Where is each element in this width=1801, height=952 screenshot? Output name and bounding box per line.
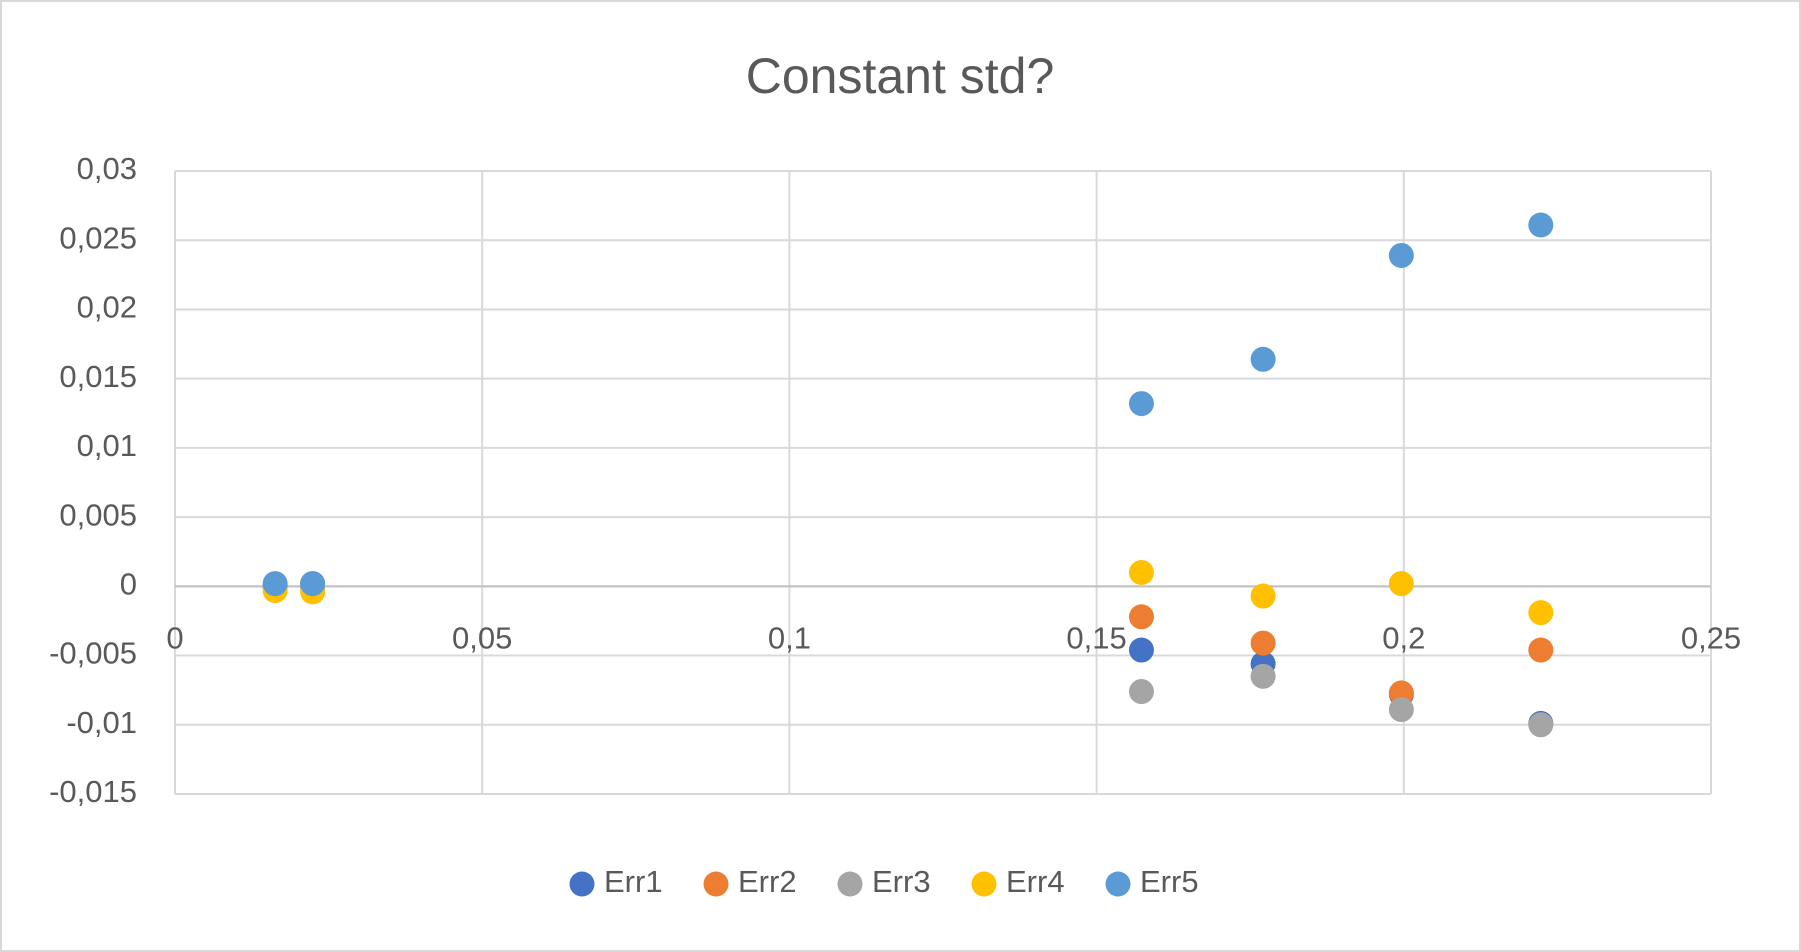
point	[1388, 697, 1414, 723]
legend-marker	[971, 871, 997, 897]
point	[1528, 212, 1554, 238]
point	[1250, 346, 1276, 372]
y-tick-label: -0,015	[49, 774, 137, 809]
y-tick-label: -0,01	[66, 705, 137, 740]
legend-marker	[703, 871, 729, 897]
point	[1528, 600, 1554, 626]
x-tick-label: 0,1	[768, 621, 811, 656]
legend-marker	[1105, 871, 1131, 897]
point	[1388, 571, 1414, 597]
point	[1250, 663, 1276, 689]
point	[262, 571, 288, 597]
legend-marker	[569, 871, 595, 897]
point	[1528, 712, 1554, 738]
x-tick-label: 0,05	[452, 621, 512, 656]
y-tick-label: -0,005	[49, 636, 137, 671]
legend-label: Err3	[872, 864, 931, 899]
y-tick-label: 0,025	[59, 220, 137, 255]
y-tick-label: 0,03	[77, 151, 137, 186]
x-tick-label: 0,15	[1066, 621, 1126, 656]
legend-label: Err4	[1006, 864, 1065, 899]
y-tick-label: 0,02	[77, 290, 137, 325]
x-tick-label: 0,25	[1681, 621, 1741, 656]
point	[1128, 559, 1154, 585]
y-tick-label: 0,015	[59, 359, 137, 394]
point	[1128, 604, 1154, 630]
x-tick-label: 0	[166, 621, 183, 656]
x-tick-label: 0,2	[1382, 621, 1425, 656]
point	[1128, 637, 1154, 663]
point	[1128, 679, 1154, 705]
legend-label: Err2	[738, 864, 797, 899]
point	[1250, 583, 1276, 609]
point	[1388, 242, 1414, 268]
legend-marker	[837, 871, 863, 897]
y-tick-label: 0	[120, 567, 137, 602]
point	[1128, 391, 1154, 417]
point	[1528, 637, 1554, 663]
y-tick-label: 0,01	[77, 428, 137, 463]
point	[300, 571, 326, 597]
chart-title: Constant std?	[746, 48, 1055, 104]
point	[1250, 630, 1276, 656]
y-tick-label: 0,005	[59, 497, 137, 532]
legend-label: Err1	[604, 864, 663, 899]
legend-label: Err5	[1140, 864, 1199, 899]
